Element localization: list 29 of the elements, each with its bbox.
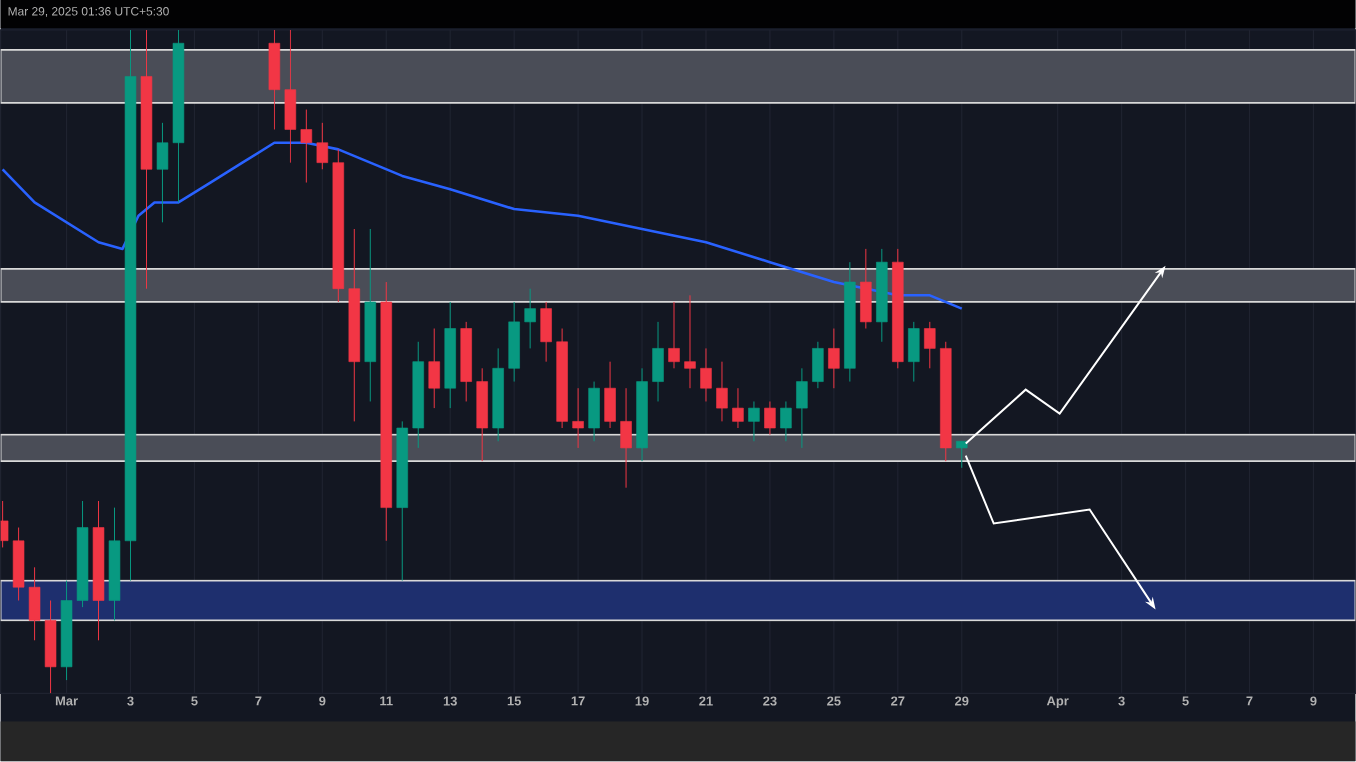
candlestick [796,368,808,449]
candlestick [764,401,776,436]
candlestick [620,388,632,489]
candlestick [908,321,920,383]
candlestick [604,361,616,429]
candlestick [716,361,728,423]
candlestick [588,381,600,443]
candlestick [572,388,584,449]
candlestick [828,328,840,390]
candlestick [268,30,281,131]
candlestick [700,348,712,403]
candlestick [540,301,552,363]
candlestick [684,295,696,390]
candlestick [956,441,968,469]
candlestick [524,288,536,350]
candlestick [508,301,520,383]
candlestick [316,122,329,171]
candlestick [652,321,664,403]
candlestick [668,301,680,370]
candlestick [284,30,297,164]
candlestick [860,248,872,330]
candlestick [924,321,936,370]
candlestick [732,388,744,429]
candlestick [476,368,488,463]
candlestick [300,109,313,184]
candlestick [428,328,440,409]
candlestick [780,401,792,443]
candlestick [748,401,760,443]
candlestick [812,341,824,390]
